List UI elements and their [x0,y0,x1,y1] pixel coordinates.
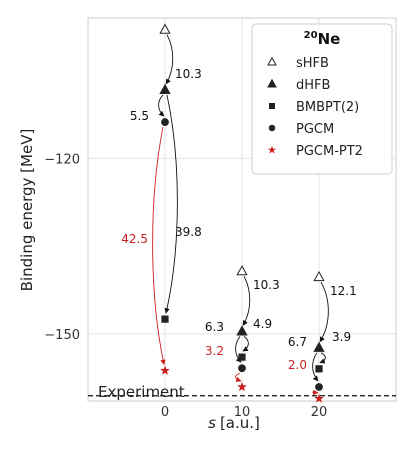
difference-arrow [312,352,319,382]
annotation-arrows [152,34,329,396]
x-tick-label: 0 [161,405,169,420]
data-point [315,383,323,391]
legend-title-element: Ne [318,30,341,48]
difference-label: 6.7 [288,335,307,349]
x-axis-unit: [a.u.] [220,414,260,432]
legend-marker [269,103,275,109]
x-axis-label: s [a.u.] [208,414,260,432]
difference-label: 4.9 [253,317,272,331]
x-tick-label: 10 [234,405,251,420]
legend-title-mass: 20 [304,30,318,41]
difference-arrow [235,372,242,383]
data-point [238,353,246,361]
difference-arrow [164,94,178,314]
data-point [236,325,248,336]
data-point [313,341,325,352]
legend-marker [268,124,276,132]
data-point [161,118,169,126]
data-point [160,365,170,375]
data-points [159,23,325,403]
legend-label: dHFB [296,78,330,93]
difference-annotations: 10.3 5.5 39.8 42.5 10.3 6.3 4.9 3.2 12.1 6.7 3.9 2.… [121,67,356,372]
data-point [159,83,171,95]
data-point [161,315,169,323]
difference-label: 6.3 [205,320,224,334]
difference-label: 12.1 [330,284,357,298]
legend-title: 20Ne [304,30,341,48]
data-point [315,365,323,373]
difference-label: 42.5 [121,232,148,246]
legend-marker [267,145,277,154]
x-tick-label: 20 [311,405,328,420]
experiment-label: Experiment [98,383,185,401]
difference-label: 39.8 [175,225,202,239]
legend-label: BMBPT(2) [296,100,359,115]
difference-label: 2.0 [288,358,307,372]
difference-arrow [312,389,319,396]
legend-label: sHFB [296,56,329,71]
data-point [237,381,247,392]
difference-arrow [152,126,166,366]
data-point [236,265,248,276]
difference-label: 5.5 [130,109,149,123]
difference-label: 10.3 [175,67,202,81]
y-tick-label: −120 [44,152,80,167]
difference-arrow [319,352,326,364]
legend-box [251,23,393,175]
legend-items: sHFB dHFB BMBPT(2) PGCM PGCM-PT2 [267,56,363,159]
difference-label: 3.9 [332,330,351,344]
difference-arrow [242,336,249,352]
difference-arrow [242,275,251,326]
legend-marker [267,56,277,66]
data-point [314,393,324,403]
data-point [313,270,325,282]
legend-label: PGCM-PT2 [296,144,363,159]
data-point [159,23,171,34]
legend-marker [267,78,277,88]
difference-label: 10.3 [253,278,280,292]
plot-frame [87,17,397,402]
difference-arrow [165,34,174,85]
data-point [238,364,246,373]
legend: 20Ne sHFB dHFB BMBPT(2) PGCM PGCM-PT2 [251,23,393,175]
difference-arrow [319,281,329,343]
legend-label: PGCM [296,122,334,137]
x-tick-labels: 0 10 20 [161,405,327,420]
difference-arrow [158,94,165,117]
x-axis-variable: s [208,414,216,432]
y-tick-label: −150 [44,328,80,343]
y-axis-label: Binding energy [MeV] [18,129,36,292]
difference-label: 3.2 [205,344,224,358]
y-tick-labels: −120 −150 [44,152,80,342]
